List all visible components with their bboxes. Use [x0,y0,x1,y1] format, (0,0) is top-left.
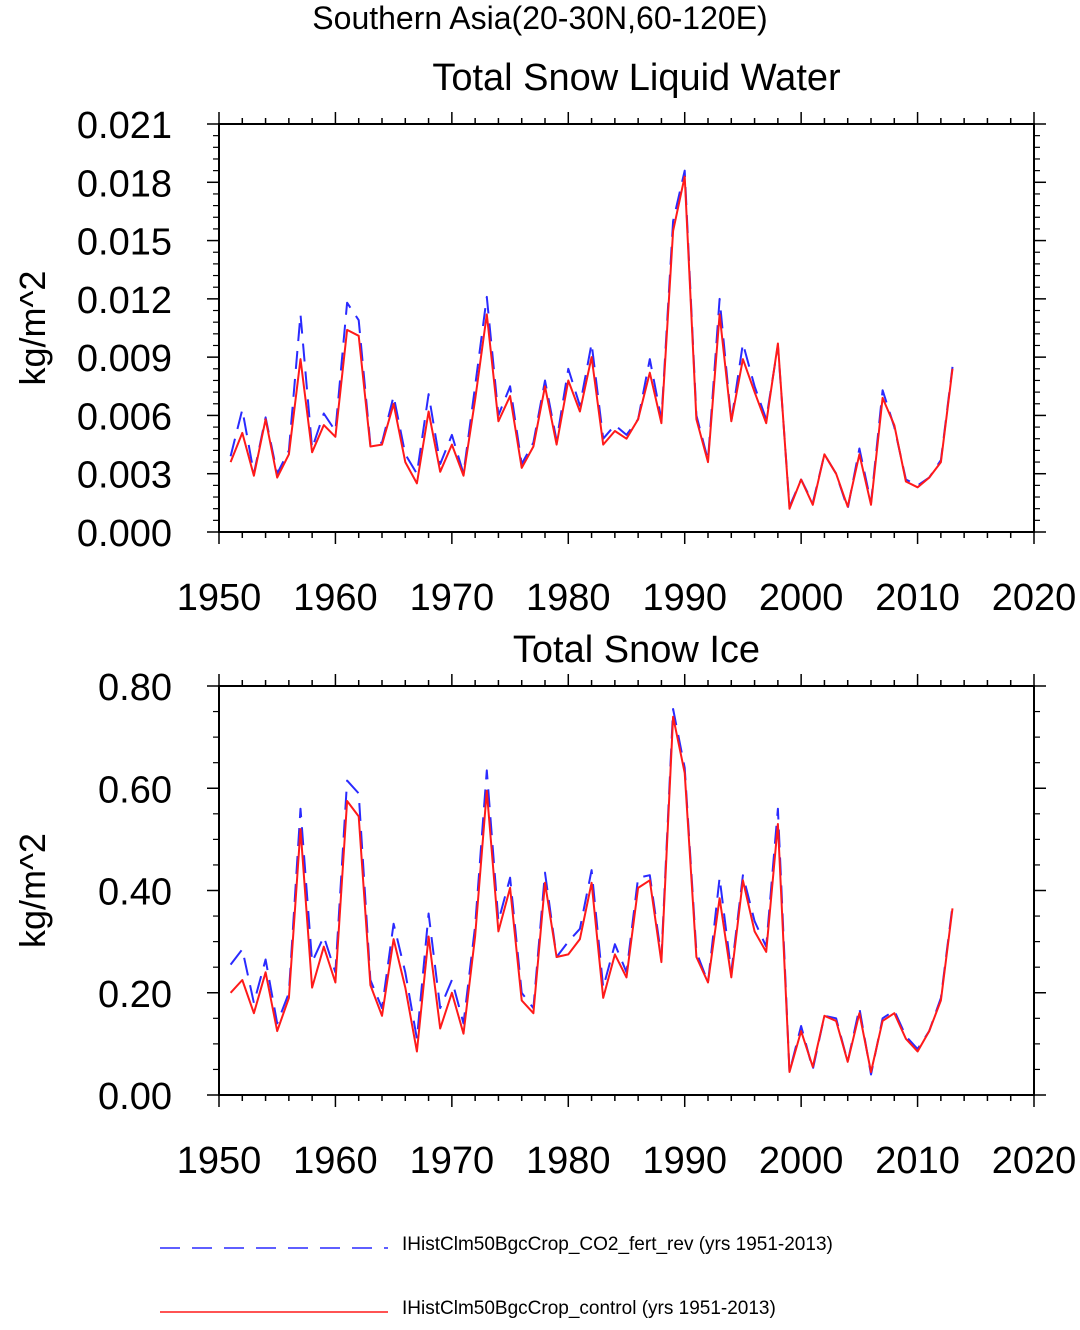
x-tick-label: 2020 [992,577,1077,619]
x-tick-label: 1970 [410,577,495,619]
x-tick-label: 2020 [992,1140,1077,1182]
y-tick-label: 0.006 [77,396,172,438]
legend-label-control: IHistClm50BgcCrop_control (yrs 1951-2013… [402,1298,776,1319]
chart-title: Total Snow Liquid Water [432,57,841,99]
x-tick-label: 1980 [526,577,611,619]
x-tick-label: 1950 [177,577,262,619]
y-tick-label: 0.60 [98,769,172,811]
panel-snow-liquid-water: Total Snow Liquid Water kg/m^2 1950 1960 197… [12,57,1076,619]
y-tick-label: 0.009 [77,338,172,380]
panel-snow-ice: Total Snow Ice kg/m^2 1950 1960 1970 1980 1990… [12,629,1076,1182]
y-tick-label: 0.00 [98,1076,172,1118]
legend-entry-co2-fert-rev: IHistClm50BgcCrop_CO2_fert_rev (yrs 1951… [160,1226,1060,1266]
series-line-control [229,715,954,1073]
y-tick-label: 0.80 [98,667,172,709]
y-tick-label: 0.003 [77,455,172,497]
page-title: Southern Asia(20-30N,60-120E) [312,0,768,36]
chart-title: Total Snow Ice [513,629,760,671]
legend-entry-control: IHistClm50BgcCrop_control (yrs 1951-2013… [160,1290,1060,1330]
plot-frame [218,123,1035,533]
x-tick-label: 1960 [293,1140,378,1182]
x-tick-label: 2000 [759,577,844,619]
y-tick-label: 0.021 [77,105,172,147]
y-tick-label: 0.000 [77,513,172,555]
series-line-control [229,175,954,510]
x-tick-label: 1970 [410,1140,495,1182]
y-tick-label: 0.018 [77,163,172,205]
x-tick-label: 2010 [875,577,960,619]
y-tick-label: 0.40 [98,872,172,914]
series-line-co2-fert-rev [229,708,954,1076]
x-tick-label: 2010 [875,1140,960,1182]
x-tick-label: 1950 [177,1140,262,1182]
x-tick-label: 1990 [642,577,727,619]
legend-label-co2-fert-rev: IHistClm50BgcCrop_CO2_fert_rev (yrs 1951… [402,1234,833,1255]
x-tick-label: 1980 [526,1140,611,1182]
y-axis-label: kg/m^2 [12,833,53,948]
y-tick-label: 0.015 [77,222,172,264]
series-line-co2-fert-rev [229,169,954,510]
y-tick-label: 0.012 [77,280,172,322]
y-axis-label: kg/m^2 [12,271,53,386]
x-tick-label: 1960 [293,577,378,619]
x-tick-label: 1990 [642,1140,727,1182]
y-tick-label: 0.20 [98,974,172,1016]
x-tick-label: 2000 [759,1140,844,1182]
